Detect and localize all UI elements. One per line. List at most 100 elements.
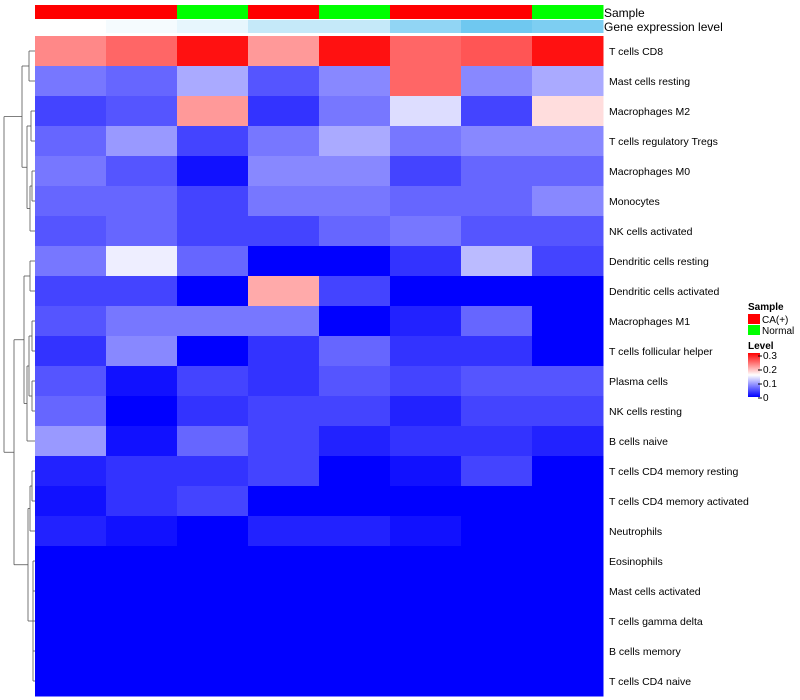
heatmap-cell: [177, 336, 249, 367]
heatmap-cell: [35, 366, 107, 397]
heatmap-cell: [106, 396, 178, 427]
row-label: Eosinophils: [609, 556, 663, 568]
heatmap-cell: [248, 666, 320, 697]
heatmap-cell: [106, 186, 178, 217]
heatmap-cell: [35, 66, 107, 97]
row-label: Mast cells activated: [609, 586, 701, 598]
heatmap-cell: [106, 306, 178, 337]
heatmap-cell: [461, 66, 533, 97]
row-label: Monocytes: [609, 196, 660, 208]
heatmap-cell: [106, 516, 178, 547]
sample-annotation-cell: [461, 5, 533, 19]
heatmap-cell: [248, 486, 320, 517]
heatmap-cell: [35, 576, 107, 607]
heatmap-cell: [390, 306, 462, 337]
annotation-label-gene-expression: Gene expression level: [604, 20, 723, 34]
row-labels: T cells CD8 Mast cells resting Macrophages…: [609, 46, 749, 688]
heatmap-cell: [461, 546, 533, 577]
heatmap-cell: [532, 606, 604, 637]
heatmap-cell: [319, 516, 391, 547]
heatmap-cell: [319, 96, 391, 127]
heatmap-cell: [532, 456, 604, 487]
row-label: Dendritic cells resting: [609, 256, 709, 268]
heatmap-cell: [248, 336, 320, 367]
heatmap-cell: [319, 396, 391, 427]
heatmap-cell: [390, 246, 462, 277]
row-label: Mast cells resting: [609, 76, 690, 88]
legend-level-ticks: 0.3 0.2 0.1 0: [758, 351, 777, 404]
heatmap-cell: [177, 276, 249, 307]
heatmap-cell: [532, 336, 604, 367]
sample-annotation-cell: [177, 5, 249, 19]
heatmap-cell: [106, 546, 178, 577]
heatmap-cell: [461, 486, 533, 517]
heatmap-cell: [177, 546, 249, 577]
heatmap-cell: [532, 366, 604, 397]
heatmap-cell: [177, 186, 249, 217]
heatmap-cell: [106, 36, 178, 67]
heatmap-cell: [532, 276, 604, 307]
legend-swatch-normal: [748, 325, 760, 335]
gene-expression-annotation-bar: [35, 20, 604, 33]
sample-annotation-bar: [35, 5, 604, 19]
gene-expression-annotation-cell: [177, 20, 249, 33]
heatmap-cell: [106, 336, 178, 367]
heatmap-cell: [390, 456, 462, 487]
heatmap-cell: [532, 186, 604, 217]
heatmap-cell: [390, 426, 462, 457]
sample-annotation-cell: [35, 5, 107, 19]
heatmap-cell: [106, 66, 178, 97]
row-label: NK cells activated: [609, 226, 693, 238]
heatmap-cell: [319, 186, 391, 217]
heatmap-cell: [106, 666, 178, 697]
heatmap-cell: [461, 36, 533, 67]
heatmap-cell: [248, 636, 320, 667]
heatmap-cell: [35, 516, 107, 547]
heatmap-cell: [461, 606, 533, 637]
row-label: T cells CD8: [609, 46, 663, 58]
gene-expression-annotation-cell: [248, 20, 320, 33]
heatmap-cell: [177, 426, 249, 457]
heatmap-cell: [532, 486, 604, 517]
heatmap-cell: [106, 246, 178, 277]
heatmap-cell: [248, 66, 320, 97]
heatmap-cell: [532, 396, 604, 427]
heatmap-cell: [177, 576, 249, 607]
heatmap-cell: [35, 186, 107, 217]
heatmap-cell: [390, 66, 462, 97]
heatmap-cell: [319, 126, 391, 157]
heatmap-cell: [106, 216, 178, 247]
heatmap-cell: [319, 336, 391, 367]
row-label: Macrophages M0: [609, 166, 690, 178]
heatmap-cell: [461, 156, 533, 187]
heatmap-cell: [106, 486, 178, 517]
heatmap-cell: [177, 396, 249, 427]
heatmap-cell: [106, 636, 178, 667]
heatmap-cell: [532, 516, 604, 547]
heatmap-cell: [319, 246, 391, 277]
heatmap-cell: [35, 426, 107, 457]
heatmap-cell: [248, 126, 320, 157]
heatmap-cell: [248, 306, 320, 337]
heatmap-cell: [177, 666, 249, 697]
heatmap-cell: [319, 666, 391, 697]
heatmap-cell: [106, 156, 178, 187]
heatmap-cell: [35, 216, 107, 247]
heatmap-cell: [390, 516, 462, 547]
heatmap-cell: [390, 216, 462, 247]
row-label: T cells regulatory Tregs: [609, 136, 718, 148]
heatmap-cell: [35, 126, 107, 157]
heatmap-cell: [35, 636, 107, 667]
heatmap-cell: [35, 306, 107, 337]
heatmap-cell: [248, 36, 320, 67]
legend-level-tick-label: 0: [763, 393, 769, 404]
heatmap-cell: [106, 606, 178, 637]
gene-expression-annotation-cell: [319, 20, 391, 33]
row-label: Neutrophils: [609, 526, 662, 538]
heatmap-cells: [35, 36, 604, 697]
row-label: T cells gamma delta: [609, 616, 703, 628]
heatmap-cell: [319, 546, 391, 577]
heatmap-cell: [319, 36, 391, 67]
heatmap-cell: [319, 606, 391, 637]
